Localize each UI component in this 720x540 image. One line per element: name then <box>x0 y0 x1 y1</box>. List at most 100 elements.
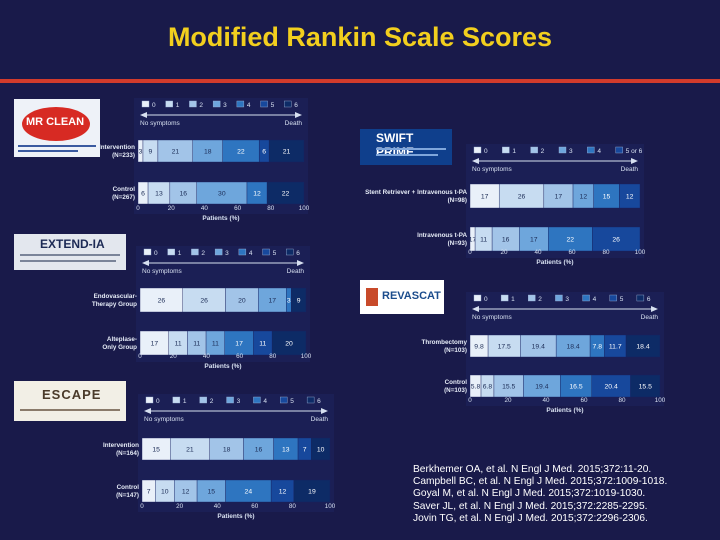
bar-segment-score-2 <box>491 226 520 252</box>
x-tick-label: 40 <box>201 205 209 212</box>
scale-arrow-right <box>651 306 658 312</box>
data-label: 18.4 <box>566 344 579 351</box>
data-label: 15.5 <box>502 384 515 391</box>
x-tick-label: 60 <box>236 353 244 360</box>
data-label: 17 <box>269 298 277 305</box>
legend-swatch-3 <box>226 396 234 404</box>
bar-segment-score-2 <box>543 183 574 209</box>
data-label: 17.5 <box>498 344 511 351</box>
legend-swatch-6 <box>636 294 645 302</box>
scale-arrow-left <box>472 306 479 312</box>
legend-swatch-4 <box>238 248 247 256</box>
x-tick-label: 20 <box>500 249 508 256</box>
bar-segment-score-3 <box>519 226 549 252</box>
x-tick-label: 60 <box>580 397 588 404</box>
legend-swatch-3 <box>212 100 221 108</box>
legend-swatch-5 <box>260 100 268 108</box>
legend-label-2: 2 <box>538 296 542 303</box>
legend-label-4: 4 <box>597 148 601 155</box>
reference-line: Campbell BC, et al. N Engl J Med. 2015;3… <box>413 476 668 488</box>
legend-swatch-0 <box>473 294 482 302</box>
bar-segment-score-6 <box>268 139 305 163</box>
legend-swatch-5-or-6 <box>615 146 623 154</box>
data-label: 16 <box>255 447 263 454</box>
data-label: 17 <box>469 237 477 244</box>
x-tick-label: 40 <box>203 353 211 360</box>
data-label: 17 <box>481 194 489 201</box>
bar-segment-score-6 <box>310 437 331 461</box>
bar-segment-score-4 <box>547 226 593 252</box>
death-label: Death <box>285 120 303 127</box>
row-label: Thrombectomy <box>422 339 468 346</box>
bar-segment-score-6 <box>293 479 331 503</box>
data-label: 11.7 <box>609 344 622 351</box>
no-symptoms-label: No symptoms <box>142 268 182 275</box>
x-tick-label: 0 <box>138 353 142 360</box>
legend-swatch-6 <box>286 248 294 256</box>
legend-label-1: 1 <box>512 148 516 155</box>
bar-segment-score-4 <box>593 183 620 209</box>
data-label: 15 <box>152 447 160 454</box>
row-label-n: (N=93) <box>448 240 467 247</box>
data-label: 18 <box>223 447 231 454</box>
escape-logo: ESCAPE <box>14 381 126 421</box>
legend-label-2: 2 <box>199 102 203 109</box>
legend-swatch-1 <box>500 294 509 302</box>
data-label: 13 <box>155 191 163 198</box>
data-label: 7.8 <box>593 344 603 351</box>
row-label: Alteplase- <box>107 336 137 343</box>
bar-segment-score-0 <box>469 183 500 209</box>
data-label: 20.4 <box>605 384 618 391</box>
legend-swatch-4 <box>253 396 261 404</box>
legend-label-4: 4 <box>247 102 251 109</box>
legend-label-5: 5 <box>290 398 294 405</box>
page-title: Modified Rankin Scale Scores <box>167 22 553 52</box>
legend-swatch-3 <box>214 248 223 256</box>
scale-arrow-right <box>295 112 302 118</box>
data-label: 26 <box>612 237 620 244</box>
legend-label-0: 0 <box>156 398 160 405</box>
bar-segment-score-5 <box>592 226 641 252</box>
x-tick-label: 60 <box>568 249 576 256</box>
legend-swatch-4 <box>582 294 590 302</box>
bar-segment-score-3 <box>258 287 287 313</box>
legend-label-3: 3 <box>225 250 229 257</box>
legend-label-3: 3 <box>223 102 227 109</box>
x-axis-title: Patients (%) <box>546 407 583 414</box>
x-tick-label: 100 <box>655 397 666 404</box>
legend-swatch-2 <box>530 146 538 154</box>
data-label: 22 <box>282 191 290 198</box>
data-label: 21 <box>186 447 194 454</box>
data-label: 9 <box>149 149 153 156</box>
legend-label-0: 0 <box>484 296 488 303</box>
legend-label-2: 2 <box>201 250 205 257</box>
bar-segment-score-0 <box>139 287 183 313</box>
legend-swatch-0 <box>473 146 482 154</box>
scale-arrow-left <box>142 260 149 266</box>
data-label: 3 <box>139 149 143 156</box>
bar-segment-score-4 <box>224 330 254 356</box>
data-label: 12 <box>182 489 190 496</box>
x-axis-title: Patients (%) <box>536 259 573 266</box>
row-label: Control <box>117 484 140 491</box>
x-axis-title: Patients (%) <box>217 513 254 520</box>
legend-swatch-4 <box>236 100 245 108</box>
data-label: 9.8 <box>474 344 484 351</box>
row-label-n: (N=98) <box>448 197 467 204</box>
x-tick-label: 100 <box>325 503 336 510</box>
death-label: Death <box>287 268 305 275</box>
legend-swatch-1 <box>172 396 181 404</box>
data-label: 19.4 <box>535 384 548 391</box>
legend-swatch-5 <box>280 396 288 404</box>
legend-swatch-2 <box>528 294 536 302</box>
legend-swatch-1 <box>502 146 510 154</box>
x-tick-label: 100 <box>299 205 310 212</box>
data-label: 12 <box>580 194 588 201</box>
row-label-n: (N=103) <box>444 347 467 354</box>
data-label: 16.5 <box>569 384 582 391</box>
extend-ia-logo: EXTEND-IA <box>14 234 126 270</box>
legend-label-1: 1 <box>183 398 187 405</box>
death-label: Death <box>311 416 329 423</box>
legend-label-3: 3 <box>565 296 569 303</box>
